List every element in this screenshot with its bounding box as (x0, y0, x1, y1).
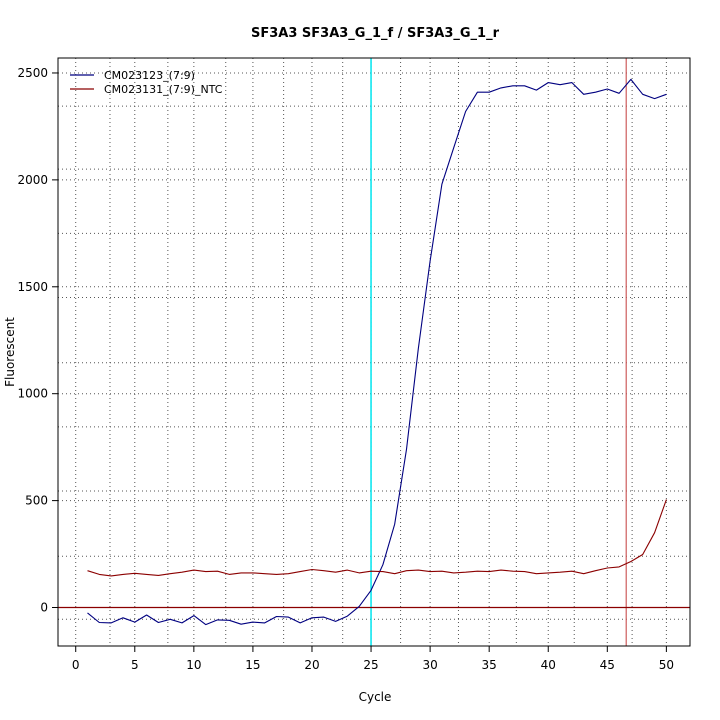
x-tick-label: 25 (363, 658, 378, 672)
y-tick-label: 2000 (17, 173, 48, 187)
y-tick-label: 1000 (17, 387, 48, 401)
x-tick-label: 15 (245, 658, 260, 672)
series-line-2 (87, 499, 667, 577)
x-tick-label: 40 (541, 658, 556, 672)
x-tick-label: 5 (131, 658, 139, 672)
y-tick-label: 1500 (17, 280, 48, 294)
chart-title: SF3A3 SF3A3_G_1_f / SF3A3_G_1_r (251, 26, 500, 41)
legend-label-2: CM023131_(7:9)_NTC (104, 83, 223, 96)
x-tick-label: 10 (186, 658, 201, 672)
reference-lines (58, 58, 690, 646)
legend-label-1: CM023123_(7:9) (104, 69, 195, 82)
x-axis-label: Cycle (359, 690, 392, 704)
x-tick-label: 0 (72, 658, 80, 672)
series-layer (87, 78, 667, 626)
x-tick-label: 30 (422, 658, 437, 672)
plot-frame (57, 57, 691, 647)
y-tick-label: 2500 (17, 66, 48, 80)
y-axis-label: Fluorescent (3, 317, 17, 387)
y-tick-label: 0 (40, 601, 48, 615)
x-tick-label: 45 (600, 658, 615, 672)
y-tick-label: 500 (25, 494, 48, 508)
legend: CM023123_(7:9)CM023131_(7:9)_NTC (70, 69, 223, 96)
grid (58, 58, 690, 646)
x-tick-label: 50 (659, 658, 674, 672)
series-line-1 (87, 78, 667, 626)
x-tick-label: 35 (482, 658, 497, 672)
x-tick-label: 20 (304, 658, 319, 672)
